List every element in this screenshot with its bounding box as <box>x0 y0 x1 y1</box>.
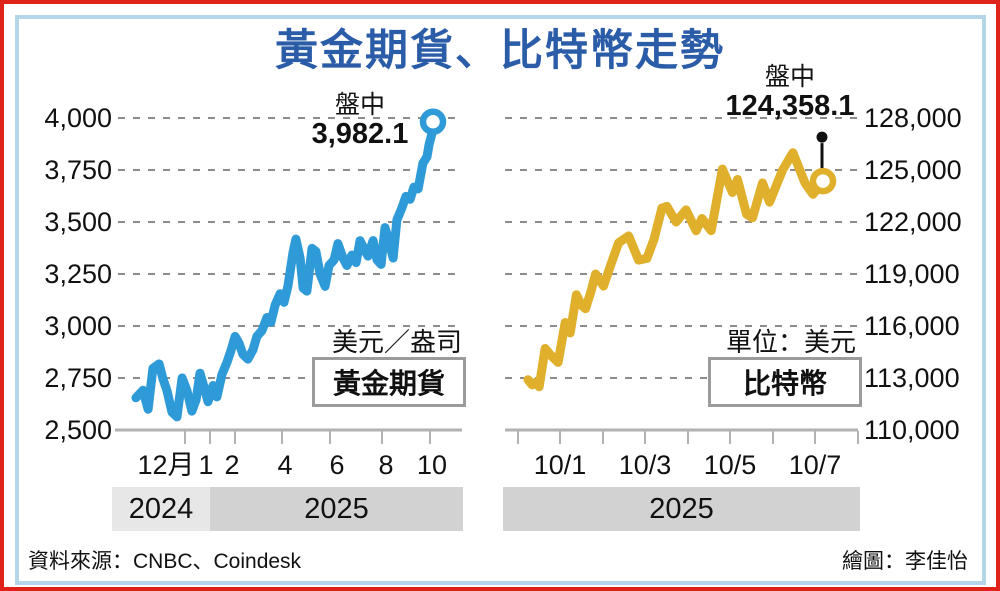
btc-unit-label: 單位：美元 <box>725 327 856 357</box>
gold-y-tick-label: 2,750 <box>44 363 112 393</box>
gold-y-tick-label: 3,250 <box>44 259 112 289</box>
btc-x-tick-label: 10/1 <box>533 450 587 480</box>
btc-y-tick-label: 125,000 <box>864 155 962 185</box>
btc-y-tick-label: 110,000 <box>864 415 960 445</box>
gold-x-tick-label: 2 <box>224 450 240 480</box>
gold-y-tick-label: 3,000 <box>44 311 112 341</box>
gold-y-tick-label: 3,500 <box>44 207 112 237</box>
btc-end-marker <box>809 167 837 195</box>
btc-data-line <box>523 148 828 392</box>
btc-intraday-value: 124,358.1 <box>725 90 855 122</box>
btc-y-tick-label: 119,000 <box>864 259 960 289</box>
gold-year-band-2025: 2025 <box>210 487 463 531</box>
btc-x-tick-label: 10/5 <box>703 450 757 480</box>
gold-unit-label: 美元／盎司 <box>331 327 462 357</box>
btc-series-box: 比特幣 <box>708 357 862 407</box>
gold-x-tick-label: 8 <box>378 450 394 480</box>
btc-year-band-2025: 2025 <box>503 487 860 531</box>
gold-year-band-2024: 2024 <box>112 487 210 531</box>
gold-x-tick-label: 10 <box>416 450 448 480</box>
gold-x-tick-label: 6 <box>329 450 345 480</box>
btc-intraday-annotation: 盤中 124,358.1 <box>680 64 900 122</box>
illustrator-credit: 繪圖：李佳怡 <box>842 550 968 573</box>
gold-series-box: 黃金期貨 <box>312 357 466 407</box>
gold-data-line <box>131 117 438 422</box>
btc-y-tick-label: 128,000 <box>864 103 962 133</box>
gold-x-tick-label: 4 <box>277 450 293 480</box>
btc-y-tick-label: 116,000 <box>864 311 960 341</box>
gold-x-tick-label: 1 <box>198 450 214 480</box>
gold-y-tick-label: 2,500 <box>44 415 112 445</box>
btc-annotation-dot <box>816 131 828 143</box>
gold-intraday-annotation: 盤中 3,982.1 <box>250 92 470 150</box>
btc-x-tick-label: 10/3 <box>618 450 672 480</box>
source-credit: 資料來源：CNBC、Coindesk <box>28 550 302 573</box>
page-title: 黃金期貨、比特幣走勢 <box>275 27 725 75</box>
gold-y-tick-label: 4,000 <box>44 103 112 133</box>
btc-y-tick-label: 113,000 <box>864 363 960 393</box>
btc-intraday-label: 盤中 <box>764 63 815 91</box>
gold-y-tick-label: 3,750 <box>44 155 112 185</box>
gold-end-marker <box>419 108 447 135</box>
gold-series-box-label: 黃金期貨 <box>332 368 445 399</box>
gold-intraday-value: 3,982.1 <box>311 118 409 150</box>
btc-x-tick-label: 10/7 <box>788 450 842 480</box>
btc-series-box-label: 比特幣 <box>742 368 827 399</box>
gold-x-tick-label: 12月 <box>137 450 195 480</box>
gold-intraday-label: 盤中 <box>334 91 385 119</box>
btc-y-tick-label: 122,000 <box>864 207 962 237</box>
